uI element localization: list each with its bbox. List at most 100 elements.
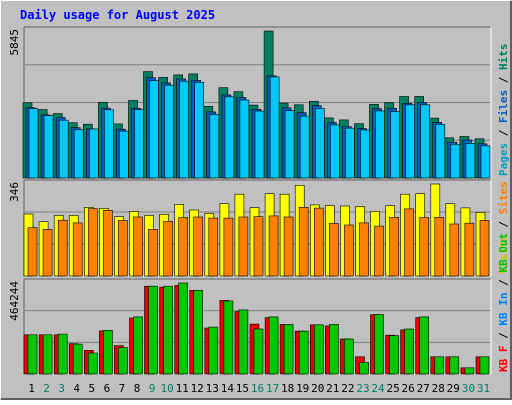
bar-pages-day-3 bbox=[58, 119, 69, 179]
panel-top: 5845 Pages / Files / Hits bbox=[8, 26, 510, 179]
bar-sites-day-18 bbox=[283, 216, 294, 277]
bar-kb-out-day-20 bbox=[313, 324, 324, 375]
bar-sites-day-2 bbox=[42, 229, 53, 277]
bar-sites-day-22 bbox=[344, 224, 354, 277]
bar-pages-day-14 bbox=[224, 96, 235, 179]
bar-pages-day-24 bbox=[375, 110, 385, 179]
bar-sites-day-28 bbox=[434, 217, 445, 277]
x-tick-label-23: 23 bbox=[356, 382, 369, 395]
bar-pages-day-29 bbox=[450, 144, 461, 179]
bar-sites-day-17 bbox=[268, 215, 279, 277]
x-tick-label-3: 3 bbox=[58, 382, 65, 395]
x-tick-label-15: 15 bbox=[236, 382, 249, 395]
legend-item-1: / bbox=[497, 214, 510, 234]
bar-sites-day-27 bbox=[419, 217, 430, 277]
panel-bottom: 464244 KB F / KB In / KB Out bbox=[8, 233, 510, 375]
bar-kb-out-day-8 bbox=[133, 316, 143, 375]
legend-item-1: / bbox=[497, 123, 510, 143]
bar-sites-day-7 bbox=[118, 220, 128, 277]
x-tick-label-1: 1 bbox=[28, 382, 35, 395]
chart-title: Daily usage for August 2025 bbox=[20, 8, 215, 22]
bar-pages-day-22 bbox=[345, 127, 355, 179]
bar-sites-day-1 bbox=[27, 227, 38, 277]
legend-item-0: KB F bbox=[497, 346, 510, 373]
x-tick-label-28: 28 bbox=[432, 382, 445, 395]
bar-sites-day-19 bbox=[298, 207, 309, 277]
x-tick-label-4: 4 bbox=[73, 382, 80, 395]
bar-kb-out-day-4 bbox=[72, 343, 83, 375]
bar-kb-out-day-16 bbox=[253, 328, 264, 375]
x-tick-label-12: 12 bbox=[191, 382, 204, 395]
bar-sites-day-11 bbox=[178, 217, 188, 277]
x-tick-label-8: 8 bbox=[134, 382, 141, 395]
bar-kb-out-day-31 bbox=[479, 356, 490, 375]
x-tick-label-9: 9 bbox=[149, 382, 156, 395]
x-tick-label-2: 2 bbox=[43, 382, 50, 395]
x-tick-label-19: 19 bbox=[296, 382, 309, 395]
bar-kb-out-day-24 bbox=[374, 314, 384, 375]
bar-pages-day-11 bbox=[179, 80, 189, 179]
bar-pages-day-4 bbox=[73, 129, 84, 179]
bar-sites-day-13 bbox=[208, 217, 219, 277]
bar-pages-day-30 bbox=[465, 143, 476, 179]
x-axis-labels: 1 2 3 4 5 6 7 8 9 10 11 12 13 14 15 16 17 18 19 20 21 22 23 24 2… bbox=[28, 382, 490, 395]
bar-sites-day-26 bbox=[404, 208, 414, 277]
bar-sites-day-5 bbox=[88, 208, 98, 277]
legend-item-4: Hits bbox=[497, 44, 510, 71]
bar-pages-day-31 bbox=[480, 145, 491, 179]
bar-pages-day-1 bbox=[28, 108, 39, 179]
legend-item-4: KB Out bbox=[497, 233, 510, 273]
bar-kb-out-day-15 bbox=[238, 309, 249, 375]
bar-pages-day-27 bbox=[420, 104, 431, 179]
bar-pages-day-25 bbox=[390, 111, 400, 179]
legend-item-2: Files bbox=[497, 90, 510, 123]
bar-kb-out-day-12 bbox=[193, 290, 203, 375]
legend-bottom: KB F / KB In / KB Out bbox=[497, 233, 510, 372]
bar-kb-out-day-19 bbox=[298, 330, 309, 375]
bar-sites-day-4 bbox=[72, 222, 83, 277]
bar-kb-out-day-22 bbox=[344, 338, 354, 375]
x-tick-label-30: 30 bbox=[462, 382, 475, 395]
bar-sites-day-24 bbox=[374, 225, 384, 277]
bar-kb-out-day-21 bbox=[328, 324, 339, 375]
bar-kb-out-day-13 bbox=[208, 326, 219, 375]
legend-item-2: KB In bbox=[497, 293, 510, 326]
bar-kb-out-day-17 bbox=[268, 316, 279, 375]
bar-kb-out-day-7 bbox=[118, 347, 128, 375]
bar-sites-day-29 bbox=[449, 223, 460, 277]
bar-kb-out-day-28 bbox=[434, 356, 445, 375]
x-tick-label-27: 27 bbox=[417, 382, 430, 395]
bar-kb-out-day-11 bbox=[178, 282, 188, 375]
x-tick-label-18: 18 bbox=[281, 382, 294, 395]
bar-kb-out-day-30 bbox=[464, 367, 475, 375]
bar-kb-out-day-3 bbox=[57, 333, 68, 375]
bar-sites-day-23 bbox=[359, 222, 369, 277]
x-tick-label-10: 10 bbox=[160, 382, 173, 395]
ymax-label-bottom: 464244 bbox=[8, 281, 21, 321]
bar-sites-day-14 bbox=[223, 217, 234, 277]
bar-pages-day-20 bbox=[314, 108, 325, 179]
ymax-label-middle: 346 bbox=[8, 182, 21, 202]
bar-kb-out-day-29 bbox=[449, 356, 460, 375]
bar-pages-day-8 bbox=[134, 109, 144, 179]
x-tick-label-13: 13 bbox=[206, 382, 219, 395]
x-tick-label-20: 20 bbox=[311, 382, 324, 395]
bar-kb-out-day-1 bbox=[27, 334, 38, 375]
bar-sites-day-10 bbox=[163, 221, 173, 277]
bar-sites-day-25 bbox=[389, 217, 399, 277]
bar-sites-day-6 bbox=[103, 210, 113, 277]
panel-middle: 346 Visits / Sites bbox=[8, 179, 510, 277]
legend-item-3: / bbox=[497, 70, 510, 90]
x-tick-label-7: 7 bbox=[119, 382, 126, 395]
x-tick-label-5: 5 bbox=[88, 382, 95, 395]
bar-sites-day-16 bbox=[253, 216, 264, 277]
bar-sites-day-31 bbox=[479, 220, 490, 277]
legend-item-1: / bbox=[497, 326, 510, 346]
ymax-label-top: 5845 bbox=[8, 29, 21, 56]
bar-pages-day-19 bbox=[299, 115, 310, 179]
bar-pages-day-21 bbox=[329, 124, 340, 179]
legend-item-0: Pages bbox=[497, 143, 510, 176]
bar-kb-out-day-26 bbox=[404, 328, 414, 375]
